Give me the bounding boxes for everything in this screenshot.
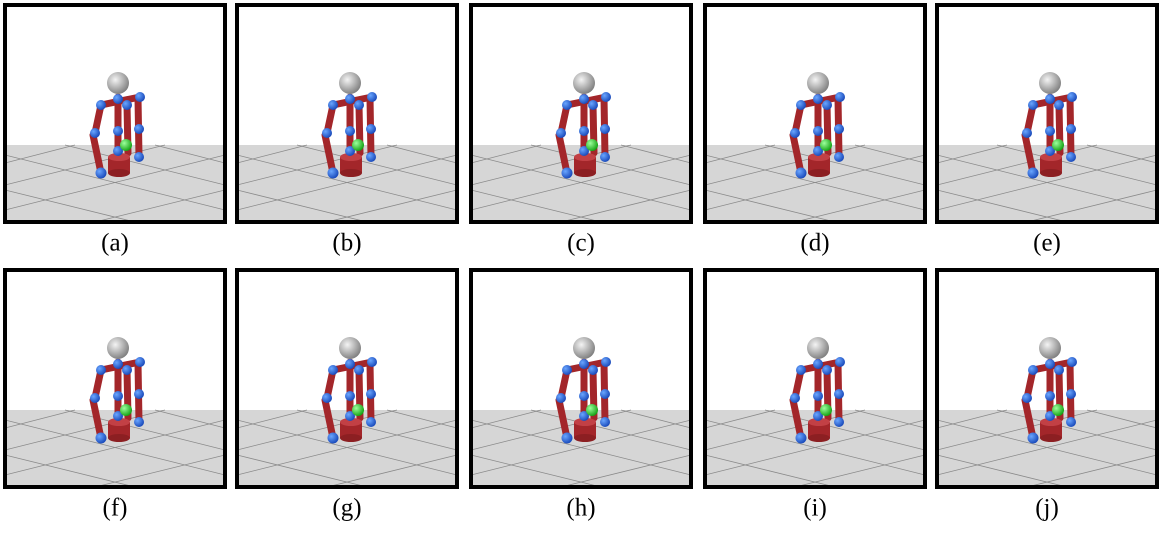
panel (237, 270, 457, 487)
robot-scene (5, 270, 225, 487)
panel (5, 5, 225, 222)
render (705, 5, 925, 222)
panel (471, 270, 691, 487)
page: {"captions": ["(a)", "(b)", "(c)", "(d)"… (0, 0, 1161, 533)
render (237, 270, 457, 487)
render (237, 5, 457, 222)
robot-scene (705, 270, 925, 487)
panel (5, 270, 225, 487)
caption: (e) (1033, 230, 1061, 257)
figure: (a) (b) (c) (d) (e) (f) (g) (h) (i) (j) (0, 0, 1161, 533)
render (937, 5, 1157, 222)
caption: (d) (800, 230, 829, 257)
render (937, 270, 1157, 487)
caption: (h) (566, 495, 595, 522)
panel (937, 5, 1157, 222)
robot-scene (937, 5, 1157, 222)
robot-scene (471, 5, 691, 222)
panel (705, 5, 925, 222)
panel (471, 5, 691, 222)
render (471, 5, 691, 222)
render (5, 270, 225, 487)
robot-scene (237, 5, 457, 222)
panel (937, 270, 1157, 487)
render (471, 270, 691, 487)
caption: (j) (1035, 495, 1059, 522)
robot-scene (705, 5, 925, 222)
panel (237, 5, 457, 222)
robot-scene (471, 270, 691, 487)
caption: (g) (332, 495, 361, 522)
caption: (b) (332, 230, 361, 257)
robot-scene (937, 270, 1157, 487)
render (705, 270, 925, 487)
robot-scene (237, 270, 457, 487)
caption: (i) (803, 495, 827, 522)
caption: (a) (101, 230, 129, 257)
panel (705, 270, 925, 487)
render (5, 5, 225, 222)
robot-scene (5, 5, 225, 222)
caption: (f) (103, 495, 128, 522)
caption: (c) (567, 230, 595, 257)
